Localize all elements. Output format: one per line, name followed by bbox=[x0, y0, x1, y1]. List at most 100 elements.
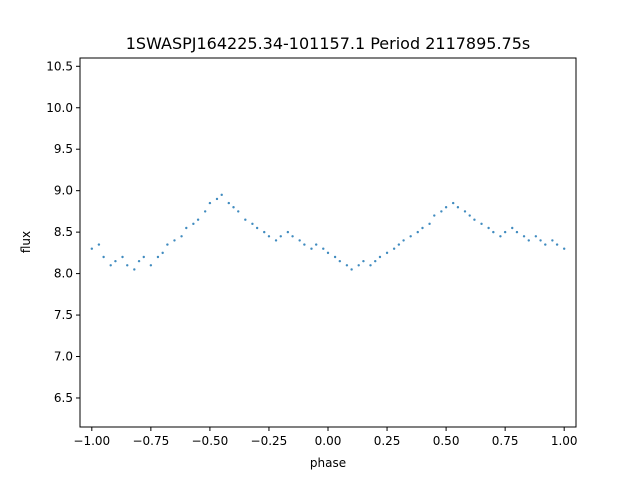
y-tick-label: 7.5 bbox=[54, 308, 73, 322]
data-point bbox=[314, 243, 318, 246]
data-point bbox=[232, 206, 235, 209]
data-point bbox=[90, 247, 94, 250]
y-tick-label: 10.5 bbox=[46, 59, 73, 73]
data-point bbox=[279, 235, 282, 238]
data-point bbox=[180, 235, 183, 238]
data-point bbox=[402, 239, 405, 242]
x-tick-label: −1.00 bbox=[73, 434, 110, 448]
data-point bbox=[463, 210, 467, 213]
data-point bbox=[142, 255, 145, 259]
x-tick-label: −0.75 bbox=[132, 434, 169, 448]
data-point bbox=[515, 230, 519, 234]
data-point bbox=[149, 264, 153, 267]
y-axis-ticks: 6.5 7.0 7.5 8.0 8.5 9.0 9.5 10.0 10.5 bbox=[46, 59, 80, 405]
data-point bbox=[263, 230, 266, 234]
y-tick-label: 7.0 bbox=[54, 350, 73, 364]
x-tick-label: 0.25 bbox=[374, 434, 401, 448]
data-point bbox=[374, 259, 377, 263]
data-point bbox=[156, 255, 160, 259]
data-point bbox=[251, 222, 254, 226]
data-point bbox=[102, 255, 105, 259]
x-tick-label: 0.50 bbox=[433, 434, 460, 448]
y-tick-label: 9.5 bbox=[54, 142, 73, 156]
data-point bbox=[503, 230, 507, 234]
data-point bbox=[369, 264, 372, 267]
x-axis-ticks: −1.00 −0.75 −0.50 −0.25 0.00 0.25 0.50 0.75 1.00 bbox=[73, 427, 578, 448]
data-point bbox=[322, 247, 325, 250]
data-point bbox=[522, 235, 526, 238]
x-tick-label: −0.25 bbox=[251, 434, 288, 448]
x-tick-label: 0.75 bbox=[492, 434, 519, 448]
x-tick-label: −0.50 bbox=[192, 434, 229, 448]
data-point bbox=[303, 243, 306, 246]
y-tick-label: 10.0 bbox=[46, 101, 73, 115]
data-point bbox=[244, 218, 247, 221]
data-point bbox=[416, 230, 419, 234]
data-point bbox=[333, 255, 337, 259]
y-axis-label: flux bbox=[19, 231, 33, 253]
x-tick-label: 0.00 bbox=[315, 434, 342, 448]
data-point bbox=[362, 259, 365, 263]
data-point bbox=[126, 264, 129, 267]
data-point bbox=[291, 235, 294, 238]
data-point bbox=[208, 201, 212, 205]
data-point bbox=[539, 239, 542, 242]
data-point bbox=[527, 239, 530, 242]
data-point bbox=[421, 226, 424, 230]
data-point bbox=[392, 247, 396, 250]
data-point bbox=[173, 239, 176, 242]
data-point bbox=[97, 243, 101, 246]
chart-title: 1SWASPJ164225.34-101157.1 Period 2117895… bbox=[126, 34, 531, 53]
data-point bbox=[397, 243, 401, 246]
data-point bbox=[137, 259, 141, 263]
x-tick-label: 1.00 bbox=[551, 434, 578, 448]
data-point bbox=[227, 201, 230, 205]
data-point bbox=[409, 235, 412, 238]
data-point bbox=[237, 210, 240, 213]
data-point bbox=[511, 226, 514, 230]
data-point bbox=[274, 239, 278, 242]
data-point bbox=[196, 218, 200, 221]
data-point bbox=[133, 268, 136, 271]
data-point bbox=[255, 226, 259, 230]
data-points bbox=[90, 193, 566, 271]
data-point bbox=[534, 235, 538, 238]
data-point bbox=[444, 206, 448, 209]
data-point bbox=[492, 230, 495, 234]
data-point bbox=[345, 264, 349, 267]
data-point bbox=[350, 268, 353, 271]
data-point bbox=[480, 222, 483, 226]
data-point bbox=[385, 251, 389, 255]
data-point bbox=[298, 239, 301, 242]
data-point bbox=[451, 201, 455, 205]
data-point bbox=[433, 214, 436, 217]
data-point bbox=[267, 235, 271, 238]
data-point bbox=[215, 197, 219, 201]
data-point bbox=[473, 218, 476, 221]
data-point bbox=[114, 259, 117, 263]
y-tick-label: 9.0 bbox=[54, 184, 73, 198]
data-point bbox=[440, 210, 443, 213]
data-point bbox=[203, 210, 207, 213]
y-tick-label: 8.5 bbox=[54, 225, 73, 239]
data-point bbox=[456, 206, 460, 209]
data-point bbox=[326, 251, 330, 255]
data-point bbox=[121, 255, 124, 259]
y-tick-label: 6.5 bbox=[54, 391, 73, 405]
data-point bbox=[487, 226, 490, 230]
data-point bbox=[357, 264, 360, 267]
data-point bbox=[378, 255, 382, 259]
y-tick-label: 8.0 bbox=[54, 267, 73, 281]
data-point bbox=[192, 222, 195, 226]
data-point bbox=[338, 259, 342, 263]
data-point bbox=[544, 243, 547, 246]
x-axis-label: phase bbox=[310, 456, 346, 470]
data-point bbox=[161, 251, 164, 255]
data-point bbox=[499, 235, 502, 238]
data-point bbox=[109, 264, 112, 267]
data-point bbox=[428, 222, 431, 226]
data-point bbox=[185, 226, 188, 230]
data-point bbox=[551, 239, 554, 242]
